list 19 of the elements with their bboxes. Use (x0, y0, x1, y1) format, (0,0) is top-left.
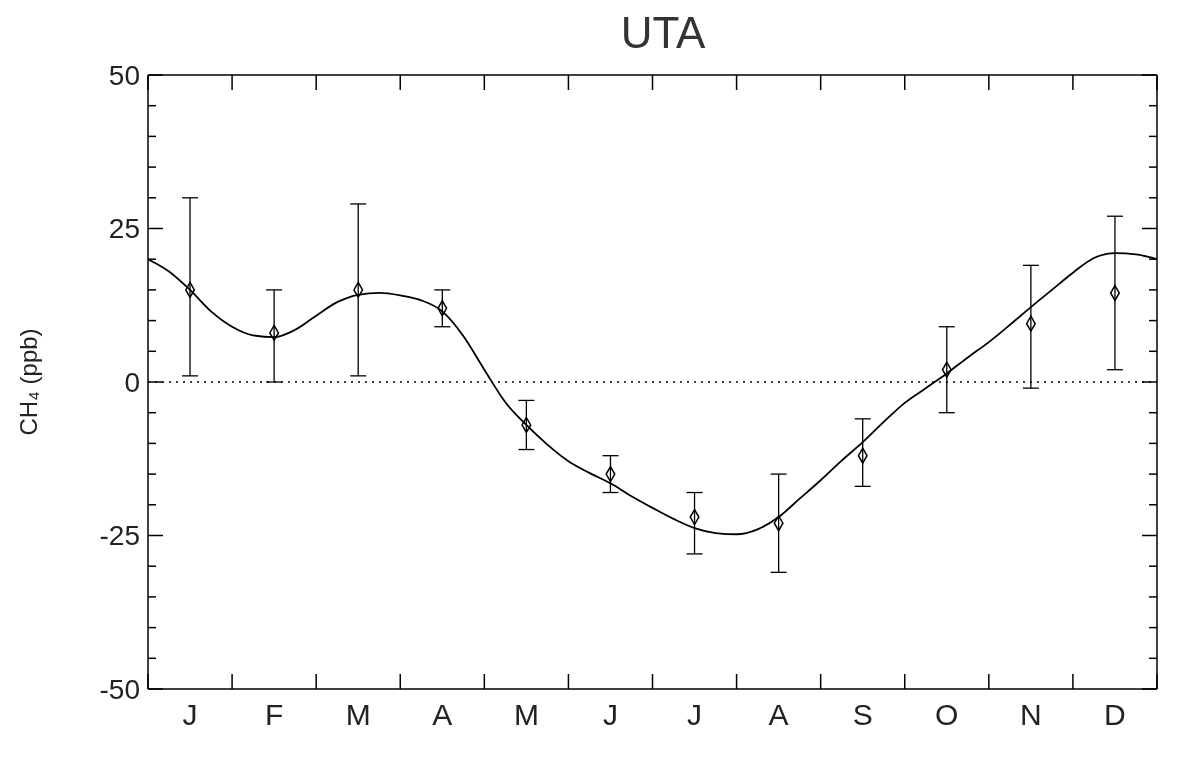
y-tick-label: 25 (108, 213, 140, 245)
x-tick-label: M (345, 698, 371, 731)
x-tick-label: O (935, 698, 959, 731)
x-tick-label: F (264, 698, 284, 731)
x-tick-label: J (182, 698, 198, 731)
x-tick-label: S (852, 698, 873, 731)
x-tick-label: A (768, 698, 789, 731)
x-tick-label: A (432, 698, 453, 731)
x-tick-label: J (602, 698, 618, 731)
y-tick-label: 50 (108, 59, 140, 91)
x-tick-label: M (513, 698, 539, 731)
x-tick-label: N (1020, 698, 1042, 731)
x-tick-label: D (1104, 698, 1126, 731)
y-tick-label: 0 (124, 366, 140, 398)
y-tick-label: -25 (99, 520, 140, 552)
y-axis-title: CH₄ (ppb) (14, 328, 42, 436)
x-tick-label: J (687, 698, 703, 731)
chart-title: UTA (620, 8, 706, 57)
y-tick-label: -50 (99, 673, 140, 705)
